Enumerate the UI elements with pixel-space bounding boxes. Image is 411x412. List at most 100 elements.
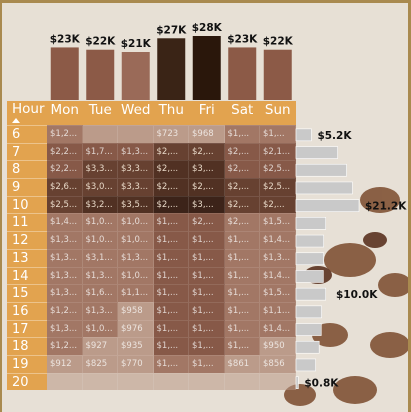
matrix-cell[interactable]: $1,...: [153, 301, 189, 320]
day-header-sat[interactable]: Sat: [231, 102, 254, 118]
matrix-cell[interactable]: [47, 372, 83, 391]
matrix-cell[interactable]: $1,...: [224, 301, 260, 320]
matrix-cell[interactable]: $1,...: [224, 337, 260, 355]
matrix-cell[interactable]: $1,...: [153, 248, 189, 267]
hour-label-15[interactable]: 15: [7, 284, 47, 302]
matrix-cell[interactable]: $1,3...: [82, 266, 118, 285]
matrix-cell[interactable]: $2,...: [153, 142, 189, 161]
matrix-cell[interactable]: $2,...: [153, 178, 189, 196]
day-bar-mon[interactable]: [50, 47, 79, 100]
matrix-cell[interactable]: $1,3...: [47, 284, 83, 302]
matrix-cell[interactable]: $1,...: [224, 231, 260, 249]
matrix-cell[interactable]: $1,...: [153, 284, 189, 302]
matrix-cell[interactable]: [260, 372, 296, 391]
matrix-cell[interactable]: $2,2...: [47, 160, 83, 179]
matrix-cell[interactable]: $1,...: [189, 301, 225, 320]
hour-column-header[interactable]: Hour: [7, 101, 47, 125]
matrix-cell[interactable]: $1,3...: [47, 231, 83, 249]
hour-label-20[interactable]: 20: [7, 372, 47, 391]
day-header-sun[interactable]: Sun: [264, 102, 291, 118]
matrix-cell[interactable]: $1,3...: [82, 301, 118, 320]
matrix-cell[interactable]: $1,0...: [118, 231, 154, 249]
matrix-cell[interactable]: $1,...: [189, 284, 225, 302]
matrix-cell[interactable]: $1,0...: [118, 213, 154, 232]
matrix-cell[interactable]: [118, 372, 154, 391]
matrix-cell[interactable]: $2,5...: [47, 195, 83, 214]
matrix-cell[interactable]: $1,...: [189, 337, 225, 355]
matrix-cell[interactable]: $1,4...: [47, 213, 83, 232]
matrix-cell[interactable]: $1,...: [189, 319, 225, 338]
day-header-mon[interactable]: Mon: [50, 102, 79, 118]
matrix-cell[interactable]: $1,0...: [82, 319, 118, 338]
matrix-cell[interactable]: $2,...: [224, 142, 260, 161]
matrix-cell[interactable]: $2,...: [189, 213, 225, 232]
matrix-cell[interactable]: $3,0...: [82, 178, 118, 196]
matrix-cell[interactable]: $1,5...: [260, 213, 296, 232]
matrix-cell[interactable]: $2,...: [189, 178, 225, 196]
matrix-cell[interactable]: $935: [118, 337, 154, 355]
matrix-cell[interactable]: $1,3...: [118, 248, 154, 267]
hour-label-13[interactable]: 13: [7, 248, 47, 267]
matrix-cell[interactable]: [224, 372, 260, 391]
matrix-cell[interactable]: $1,3...: [47, 248, 83, 267]
matrix-cell[interactable]: $1,4...: [260, 266, 296, 285]
matrix-cell[interactable]: $1,...: [153, 213, 189, 232]
day-bar-thu[interactable]: [157, 38, 186, 100]
matrix-cell[interactable]: [118, 125, 154, 143]
matrix-cell[interactable]: $3,...: [189, 160, 225, 179]
matrix-cell[interactable]: $927: [82, 337, 118, 355]
matrix-cell[interactable]: $1,...: [153, 231, 189, 249]
matrix-cell[interactable]: [153, 372, 189, 391]
matrix-cell[interactable]: $1,3...: [47, 319, 83, 338]
matrix-cell[interactable]: $968: [189, 125, 225, 143]
matrix-cell[interactable]: $1,...: [189, 248, 225, 267]
hour-label-18[interactable]: 18: [7, 337, 47, 355]
matrix-cell[interactable]: $1,...: [189, 231, 225, 249]
day-bar-fri[interactable]: [192, 36, 221, 100]
day-header-fri[interactable]: Fri: [198, 102, 215, 118]
hour-label-8[interactable]: 8: [7, 160, 47, 179]
hour-label-14[interactable]: 14: [7, 266, 47, 285]
matrix-cell[interactable]: $1,...: [153, 354, 189, 373]
matrix-cell[interactable]: $2,6...: [47, 178, 83, 196]
matrix-cell[interactable]: $1,...: [153, 337, 189, 355]
matrix-cell[interactable]: $1,4...: [260, 231, 296, 249]
day-bar-tue[interactable]: [86, 49, 115, 100]
day-bar-sat[interactable]: [228, 47, 257, 100]
matrix-cell[interactable]: $1,6...: [82, 284, 118, 302]
matrix-cell[interactable]: $1,...: [189, 354, 225, 373]
matrix-cell[interactable]: $1,...: [224, 266, 260, 285]
matrix-cell[interactable]: $2,5...: [260, 160, 296, 179]
matrix-cell[interactable]: $2,...: [224, 195, 260, 214]
matrix-cell[interactable]: $1,...: [224, 284, 260, 302]
matrix-cell[interactable]: $1,0...: [118, 266, 154, 285]
matrix-cell[interactable]: $3,5...: [118, 195, 154, 214]
matrix-cell[interactable]: $1,0...: [82, 213, 118, 232]
matrix-cell[interactable]: $2,...: [224, 178, 260, 196]
matrix-cell[interactable]: $1,7...: [82, 142, 118, 161]
matrix-cell[interactable]: $1,...: [153, 319, 189, 338]
hour-label-7[interactable]: 7: [7, 142, 47, 161]
hour-label-19[interactable]: 19: [7, 354, 47, 373]
matrix-cell[interactable]: [82, 372, 118, 391]
matrix-cell[interactable]: $2,...: [260, 195, 296, 214]
matrix-cell[interactable]: $912: [47, 354, 83, 373]
matrix-cell[interactable]: $1,2...: [47, 301, 83, 320]
matrix-cell[interactable]: $1,1...: [118, 284, 154, 302]
matrix-cell[interactable]: $861: [224, 354, 260, 373]
matrix-cell[interactable]: $3,2...: [82, 195, 118, 214]
matrix-cell[interactable]: $3,1...: [82, 248, 118, 267]
matrix-cell[interactable]: $2,...: [189, 142, 225, 161]
matrix-cell[interactable]: $2,1...: [260, 142, 296, 161]
sort-ascending-icon[interactable]: [12, 118, 20, 123]
matrix-cell[interactable]: $958: [118, 301, 154, 320]
matrix-cell[interactable]: $1,...: [224, 125, 260, 143]
matrix-cell[interactable]: $2,...: [224, 160, 260, 179]
day-bar-wed[interactable]: [121, 52, 150, 100]
matrix-cell[interactable]: $1,3...: [47, 266, 83, 285]
matrix-cell[interactable]: [82, 125, 118, 143]
matrix-cell[interactable]: $1,1...: [260, 301, 296, 320]
hour-label-12[interactable]: 12: [7, 231, 47, 249]
matrix-cell[interactable]: $1,...: [224, 319, 260, 338]
hour-label-10[interactable]: 10: [7, 195, 47, 214]
